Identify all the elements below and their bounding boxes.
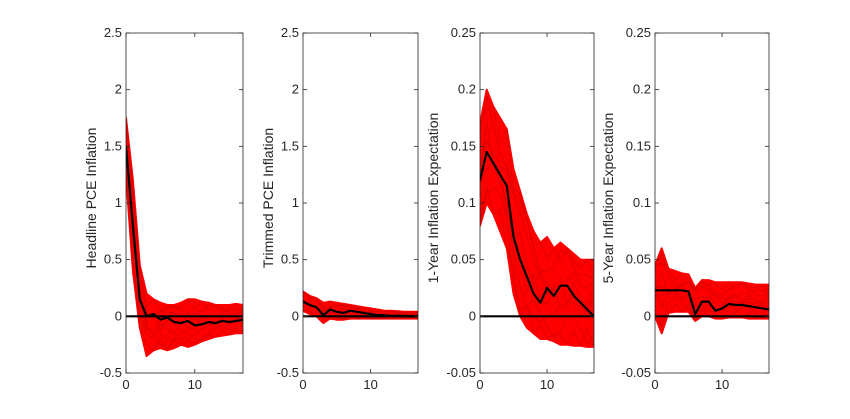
- response-draw-line: [480, 187, 594, 348]
- response-draw-line: [126, 171, 243, 349]
- y-tick-label: 0.25: [451, 25, 476, 40]
- plot-area: [303, 290, 418, 325]
- y-tick-label: 2.5: [104, 25, 122, 40]
- y-tick-label: 0.1: [458, 195, 476, 210]
- y-tick-label: -0.5: [100, 365, 122, 380]
- y-axis-title: Trimmed PCE Inflation: [260, 128, 276, 268]
- y-tick-label: 0: [469, 308, 476, 323]
- x-tick-label: 10: [715, 377, 729, 392]
- y-tick-label: 0.05: [451, 252, 476, 267]
- y-tick-label: 0: [292, 308, 299, 323]
- y-tick-label: 0: [644, 308, 651, 323]
- median-response-line: [126, 146, 243, 327]
- x-tick-label: 0: [651, 377, 658, 392]
- response-draw-line: [655, 281, 769, 300]
- response-draw-line: [480, 151, 594, 323]
- y-tick-label: 1.5: [104, 138, 122, 153]
- axes-box: [654, 32, 770, 374]
- response-draw-line: [126, 118, 243, 311]
- x-tick-label: 0: [299, 377, 306, 392]
- plot-area: [655, 247, 769, 335]
- response-draw-line: [655, 302, 769, 323]
- response-draw-line: [126, 143, 243, 337]
- response-band: [480, 88, 594, 348]
- median-response-line: [655, 289, 769, 316]
- y-tick-label: 0.15: [626, 138, 651, 153]
- median-response-line: [480, 150, 594, 318]
- y-tick-label: 0.25: [626, 25, 651, 40]
- y-tick-label: -0.05: [446, 365, 476, 380]
- x-tick-label: 0: [122, 377, 129, 392]
- response-draw-line: [480, 187, 594, 344]
- response-draw-line: [303, 291, 418, 314]
- response-draw-line: [126, 121, 243, 317]
- y-tick-label: 0.2: [458, 82, 476, 97]
- median-response-line: [303, 300, 418, 318]
- x-tick-label: 0: [476, 377, 483, 392]
- y-tick-label: 1: [115, 195, 122, 210]
- response-draw-line: [480, 122, 594, 307]
- axes-box: [302, 32, 419, 374]
- y-tick-label: 2: [115, 82, 122, 97]
- y-tick-label: 0: [115, 308, 122, 323]
- y-tick-label: 0.5: [104, 252, 122, 267]
- y-axis-title: 1-Year Inflation Expectation: [425, 113, 441, 284]
- plot-area: [480, 88, 594, 348]
- response-draw-line: [303, 292, 418, 315]
- y-tick-label: 0.15: [451, 138, 476, 153]
- x-tick-label: 10: [188, 377, 202, 392]
- y-tick-label: 2.5: [281, 25, 299, 40]
- x-tick-label: 10: [540, 377, 554, 392]
- y-tick-label: 0.05: [626, 252, 651, 267]
- response-draw-line: [480, 106, 594, 277]
- response-draw-line: [480, 95, 594, 290]
- y-tick-label: 2: [292, 82, 299, 97]
- y-axis-title: 5-Year Inflation Expectation: [600, 113, 616, 284]
- response-draw-line: [655, 262, 769, 292]
- response-draw-line: [655, 251, 769, 297]
- y-tick-label: 0.5: [281, 252, 299, 267]
- y-tick-label: -0.05: [621, 365, 651, 380]
- y-tick-label: 1: [292, 195, 299, 210]
- y-tick-label: 0.1: [633, 195, 651, 210]
- response-draw-line: [655, 291, 769, 314]
- y-tick-label: 1.5: [281, 138, 299, 153]
- plot-area: [126, 117, 243, 357]
- x-tick-label: 10: [363, 377, 377, 392]
- response-draw-line: [126, 173, 243, 352]
- y-tick-label: 0.2: [633, 82, 651, 97]
- response-draw-line: [480, 140, 594, 292]
- y-tick-label: -0.5: [277, 365, 299, 380]
- response-draw-line: [303, 309, 418, 321]
- y-axis-title: Headline PCE Inflation: [83, 128, 99, 269]
